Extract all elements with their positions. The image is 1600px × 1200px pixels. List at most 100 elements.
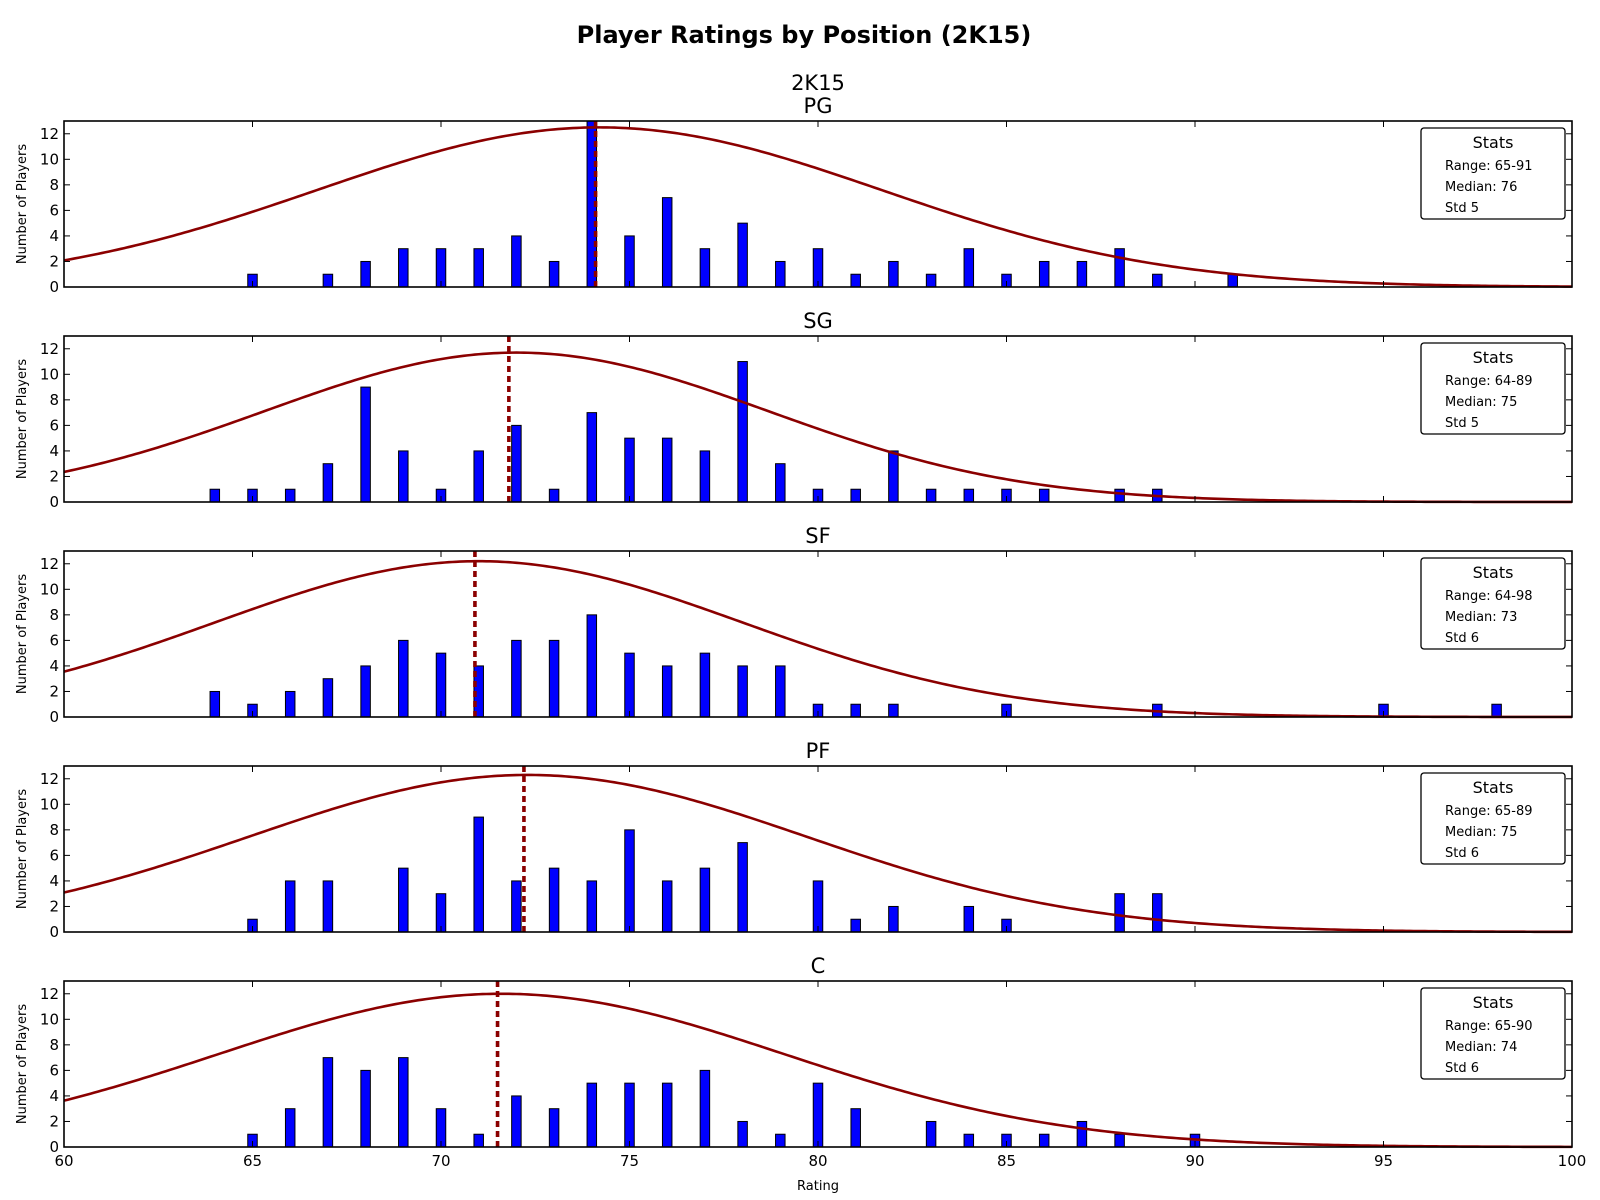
y-tick-label: 0 bbox=[49, 923, 59, 941]
histogram-bar bbox=[850, 703, 861, 718]
stats-title: Stats bbox=[1473, 778, 1514, 797]
histogram-bar bbox=[850, 273, 861, 288]
stats-line: Median: 75 bbox=[1445, 395, 1517, 410]
histogram-bar bbox=[1114, 488, 1125, 503]
y-axis-label: Number of Players bbox=[15, 789, 30, 909]
x-tick-label: 75 bbox=[620, 1152, 639, 1170]
histogram-bar bbox=[661, 197, 673, 288]
y-tick-label: 6 bbox=[49, 631, 59, 649]
histogram-bar bbox=[1038, 260, 1050, 288]
stats-box bbox=[1420, 772, 1566, 865]
histogram-bar bbox=[1076, 1120, 1088, 1148]
histogram-bar bbox=[624, 652, 635, 718]
histogram-bar bbox=[737, 222, 748, 288]
histogram-bar bbox=[699, 867, 711, 933]
histogram-bar bbox=[963, 905, 975, 933]
figure-title: Player Ratings by Position (2K15) bbox=[577, 21, 1032, 49]
histogram-bar bbox=[511, 1095, 522, 1148]
histogram-bar bbox=[586, 412, 598, 503]
y-tick-label: 10 bbox=[40, 365, 59, 383]
histogram-bar bbox=[398, 248, 409, 288]
panel-title: PG bbox=[804, 94, 833, 118]
y-tick-label: 2 bbox=[49, 897, 59, 915]
panel-pg: PG Number of Players 0 2 4 6 8 10 12 Stats Range: … bbox=[15, 94, 1573, 296]
histogram-bar bbox=[737, 842, 748, 933]
stats-box bbox=[1420, 987, 1566, 1080]
histogram-bar bbox=[775, 1133, 786, 1148]
histogram-bar bbox=[398, 639, 409, 718]
histogram-bar bbox=[888, 260, 899, 288]
histogram-bar bbox=[473, 248, 484, 288]
y-tick-label: 6 bbox=[49, 416, 59, 434]
distribution-curve bbox=[63, 351, 1573, 504]
panel-title: C bbox=[811, 954, 826, 978]
y-tick-label: 4 bbox=[49, 872, 59, 890]
y-tick-label: 2 bbox=[49, 682, 59, 700]
histogram-bar bbox=[511, 639, 522, 718]
histogram-bar bbox=[775, 463, 786, 503]
histogram-bar bbox=[699, 652, 711, 718]
histogram-bar bbox=[548, 1108, 560, 1148]
panel-pf: PF Number of Players 0 2 4 6 8 10 12 Stats Range: … bbox=[15, 739, 1573, 941]
histogram-bar bbox=[775, 665, 786, 718]
histogram-bar bbox=[737, 361, 748, 503]
histogram-bar bbox=[737, 665, 748, 718]
panel-title: PF bbox=[806, 739, 831, 763]
y-tick-label: 6 bbox=[49, 201, 59, 219]
y-tick-label: 10 bbox=[40, 580, 59, 598]
histogram-bar bbox=[1038, 1133, 1050, 1148]
histogram-bar bbox=[284, 690, 296, 718]
stats-box bbox=[1420, 342, 1566, 435]
histogram-bar bbox=[548, 488, 560, 503]
stats-title: Stats bbox=[1473, 993, 1514, 1012]
stats-title: Stats bbox=[1473, 133, 1514, 152]
stats-line: Median: 76 bbox=[1445, 180, 1517, 195]
distribution-curve bbox=[63, 559, 1572, 719]
histogram-bar bbox=[812, 1082, 824, 1148]
y-tick-label: 12 bbox=[40, 125, 59, 143]
y-tick-label: 2 bbox=[49, 467, 59, 485]
histogram-bar bbox=[473, 450, 484, 503]
distribution-curve bbox=[63, 992, 1572, 1149]
histogram-bar bbox=[699, 248, 711, 288]
stats-line: Std 5 bbox=[1445, 201, 1479, 216]
histogram-bar bbox=[360, 1069, 371, 1148]
x-tick-label: 85 bbox=[997, 1152, 1016, 1170]
y-tick-label: 12 bbox=[40, 770, 59, 788]
y-tick-label: 0 bbox=[49, 1138, 59, 1156]
histogram-bar bbox=[624, 1082, 635, 1148]
histogram-bar bbox=[661, 1082, 673, 1148]
histogram-bar bbox=[511, 235, 522, 288]
x-tick-label: 80 bbox=[808, 1152, 827, 1170]
y-tick-label: 2 bbox=[49, 252, 59, 270]
histogram-bar bbox=[925, 1120, 937, 1148]
histogram-bar bbox=[284, 880, 296, 933]
histogram-bar bbox=[322, 1057, 334, 1148]
y-axis-label: Number of Players bbox=[15, 1004, 30, 1124]
histogram-bar bbox=[1491, 703, 1502, 718]
histogram-bar bbox=[322, 273, 334, 288]
stats-line: Range: 65-91 bbox=[1445, 159, 1533, 174]
y-axis-label: Number of Players bbox=[15, 359, 30, 479]
stats-line: Std 6 bbox=[1445, 1061, 1479, 1076]
stats-box bbox=[1420, 557, 1566, 650]
histogram-bar bbox=[586, 880, 598, 933]
histogram-bar bbox=[963, 248, 975, 288]
stats-line: Median: 73 bbox=[1445, 610, 1517, 625]
panels-group: PG Number of Players 0 2 4 6 8 10 12 Stats Range: … bbox=[15, 94, 1586, 1170]
histogram-bar bbox=[888, 703, 899, 718]
histogram-bar bbox=[284, 1108, 296, 1148]
histogram-bar bbox=[435, 652, 447, 718]
stats-box bbox=[1420, 127, 1566, 220]
histogram-bar bbox=[624, 235, 635, 288]
stats-line: Range: 64-89 bbox=[1445, 374, 1533, 389]
histogram-bar bbox=[209, 690, 221, 718]
histogram-bar bbox=[850, 1108, 861, 1148]
histogram-bar bbox=[888, 450, 899, 503]
histogram-bar bbox=[1114, 1133, 1125, 1148]
stats-line: Range: 65-89 bbox=[1445, 804, 1533, 819]
y-tick-label: 10 bbox=[40, 795, 59, 813]
histogram-bar bbox=[661, 665, 673, 718]
histogram-bar bbox=[548, 639, 560, 718]
panel-sg: SG Number of Players 0 2 4 6 8 10 12 Stats Range: … bbox=[15, 309, 1573, 511]
